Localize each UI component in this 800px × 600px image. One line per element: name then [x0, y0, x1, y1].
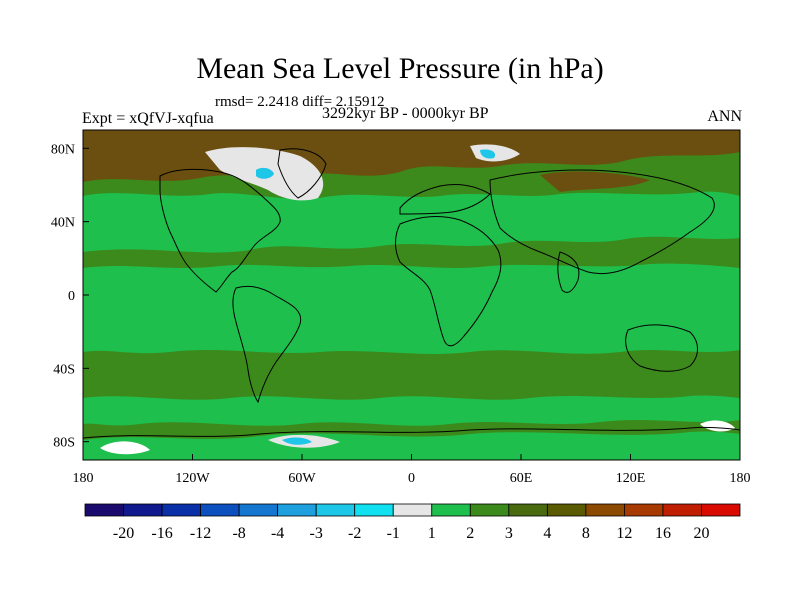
colorbar-label: -12 [190, 525, 211, 542]
y-tick-label: 0 [68, 289, 75, 304]
x-tick-label: 180 [730, 471, 751, 486]
greenland-cyan-patch [256, 167, 274, 179]
map-plot-area [83, 130, 740, 460]
x-axis: 180 120W 60W 0 60E 120E 180 [73, 454, 751, 486]
y-tick-label: 40N [51, 216, 75, 231]
antarctic-band [83, 431, 740, 460]
colorbar-swatch [431, 503, 471, 517]
stats-text: rmsd= 2.2418 diff= 2.15912 [215, 94, 385, 110]
colorbar-label: 4 [543, 525, 551, 542]
colorbar: -20 -16 -12 -8 -4 -3 -2 -1 1 2 3 4 8 12 16 20 [84, 503, 741, 542]
colorbar-label: 16 [655, 525, 671, 542]
colorbar-label: 2 [466, 525, 474, 542]
experiment-label: Expt = xQfVJ-xqfua [82, 110, 214, 127]
colorbar-swatch [508, 503, 548, 517]
colorbar-label: 20 [693, 525, 709, 542]
y-tick-label: 80N [51, 142, 75, 157]
colorbar-swatch [238, 503, 279, 517]
x-tick-label: 120E [616, 471, 646, 486]
colorbar-swatch [469, 503, 510, 517]
north-america-coast [159, 168, 281, 293]
x-tick-label: 0 [408, 471, 415, 486]
colorbar-swatch [662, 503, 702, 517]
tropical-band [83, 263, 740, 354]
colorbar-swatch [315, 503, 356, 517]
colorbar-swatch [354, 503, 394, 517]
colorbar-label: 8 [582, 525, 590, 542]
coastlines [83, 148, 740, 439]
colorbar-label: -4 [271, 525, 284, 542]
colorbar-label: -20 [113, 525, 134, 542]
y-tick-label: 40S [53, 362, 75, 377]
colorbar-swatch [701, 503, 741, 517]
colorbar-swatch [84, 503, 124, 517]
north-midlat-band [83, 191, 740, 253]
season-label: ANN [707, 108, 742, 125]
south-america-coast [232, 285, 302, 404]
colorbar-swatch [392, 503, 433, 517]
x-tick-label: 60W [288, 471, 316, 486]
colorbar-label: -2 [348, 525, 361, 542]
colorbar-swatch [624, 503, 664, 517]
colorbar-swatch [161, 503, 201, 517]
x-tick-label: 120W [175, 471, 210, 486]
colorbar-label: -3 [310, 525, 323, 542]
europe-coast [399, 183, 491, 215]
x-tick-label: 180 [73, 471, 94, 486]
southern-ocean-band [83, 395, 740, 426]
y-axis: 80N 40N 0 40S 80S [51, 142, 89, 451]
asia-coast [489, 169, 715, 275]
africa-coast [395, 216, 502, 347]
antarctic-white-patch-west [100, 441, 150, 455]
y-tick-label: 80S [53, 436, 75, 451]
siberia-high-region [540, 171, 650, 192]
colorbar-label: -16 [151, 525, 172, 542]
barents-cyan-patch [480, 149, 496, 159]
period-label: 3292kyr BP - 0000kyr BP [322, 105, 489, 122]
antarctic-cyan-patch [282, 437, 312, 445]
colorbar-label: -8 [232, 525, 245, 542]
antarctica-coast [83, 426, 740, 439]
colorbar-swatch [277, 503, 317, 517]
x-tick-label: 60E [510, 471, 533, 486]
map-title: Mean Sea Level Pressure (in hPa) [196, 52, 604, 85]
australia-coast [625, 324, 698, 372]
india-coast [557, 251, 580, 293]
greenland-coast [277, 148, 327, 199]
colorbar-swatch [123, 503, 163, 517]
colorbar-swatch [585, 503, 625, 517]
colorbar-label: 1 [428, 525, 436, 542]
colorbar-label: 3 [505, 525, 513, 542]
colorbar-swatch [546, 503, 587, 517]
colorbar-swatch [200, 503, 240, 517]
colorbar-label: -1 [387, 525, 400, 542]
colorbar-label: 12 [616, 525, 632, 542]
barents-low-region [470, 144, 520, 162]
